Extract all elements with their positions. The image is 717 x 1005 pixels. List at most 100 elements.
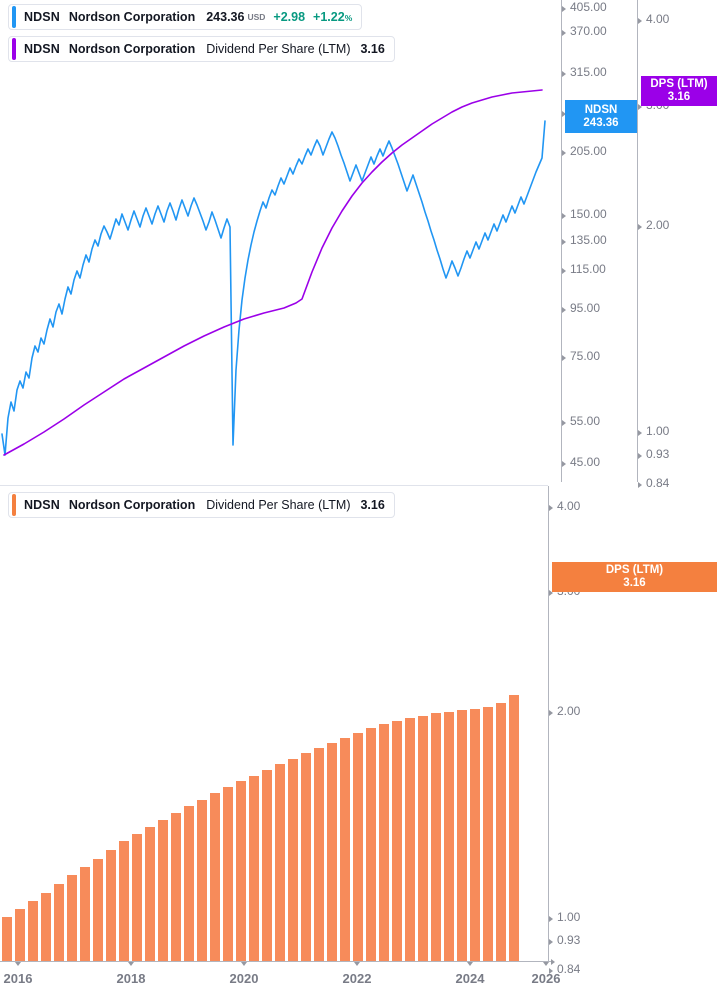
tick-mark-icon bbox=[467, 962, 473, 966]
tick-mark-icon bbox=[562, 307, 566, 313]
dividend-pane-legend-value: 3.16 bbox=[360, 498, 385, 512]
dividend-overlay-axis[interactable]: 4.00 3.00 2.00 1.00 0.93 0.84 bbox=[637, 0, 717, 490]
dividend-overlay-axis-tick-label: 4.00 bbox=[646, 12, 670, 26]
bar bbox=[418, 716, 428, 961]
bar bbox=[353, 733, 363, 961]
tick-mark-icon bbox=[562, 150, 566, 156]
bar bbox=[262, 770, 272, 961]
tick-mark-icon bbox=[638, 430, 642, 436]
bar bbox=[223, 787, 233, 961]
dividend-overlay-legend-value: 3.16 bbox=[360, 42, 385, 56]
dividend-badge-value: 3.16 bbox=[623, 577, 646, 589]
dividend-overlay-legend-metric: Dividend Per Share (LTM) bbox=[206, 42, 351, 56]
price-plot-area[interactable] bbox=[0, 0, 548, 485]
bar bbox=[171, 813, 181, 961]
tick-mark-icon bbox=[128, 962, 134, 966]
bar bbox=[158, 820, 168, 961]
tick-mark-icon bbox=[562, 461, 566, 467]
price-chart-svg bbox=[1, 89, 546, 456]
dividend-axis-spine bbox=[548, 486, 549, 961]
dividend-overlay-legend-ticker: NDSN bbox=[24, 42, 60, 56]
time-axis-end-arrow-icon bbox=[551, 959, 555, 965]
dividend-overlay-axis-current-badge[interactable]: DPS (LTM) 3.16 bbox=[641, 76, 717, 106]
price-axis-tick-label: 150.00 bbox=[570, 207, 607, 221]
price-axis-tick-label: 315.00 bbox=[570, 65, 607, 79]
pane-divider[interactable] bbox=[0, 485, 548, 486]
price-axis-current-badge[interactable]: NDSN 243.36 bbox=[565, 100, 637, 133]
tick-mark-icon bbox=[638, 453, 642, 459]
dividend-axis[interactable]: 4.00 3.00 2.00 1.00 0.93 0.84 bbox=[548, 486, 628, 976]
tick-mark-icon bbox=[562, 268, 566, 274]
dividend-overlay-legend[interactable]: NDSN Nordson Corporation Dividend Per Sh… bbox=[8, 36, 395, 62]
bar bbox=[184, 806, 194, 961]
dividend-axis-tick-label: 0.84 bbox=[557, 962, 581, 976]
bar bbox=[301, 753, 311, 961]
bar bbox=[119, 841, 129, 961]
price-badge-value: 243.36 bbox=[583, 116, 619, 129]
bar bbox=[496, 703, 506, 961]
tick-mark-icon bbox=[562, 213, 566, 219]
bar bbox=[405, 718, 415, 961]
time-axis-tick-label: 2020 bbox=[229, 971, 259, 986]
price-axis-tick-label: 75.00 bbox=[570, 349, 601, 363]
bar bbox=[54, 884, 64, 961]
dividend-axis-tick-label: 2.00 bbox=[557, 704, 581, 718]
dividend-overlay-axis-tick-label: 0.93 bbox=[646, 447, 670, 461]
time-axis-line bbox=[0, 961, 551, 962]
tick-mark-icon bbox=[638, 104, 642, 110]
price-legend-change-percent: +1.22% bbox=[313, 10, 353, 24]
dividend-axis-tick-label: 4.00 bbox=[557, 499, 581, 513]
price-line bbox=[1, 120, 546, 456]
price-axis-tick-label: 45.00 bbox=[570, 455, 601, 469]
price-legend-last-price: 243.36 bbox=[206, 10, 245, 24]
dividend-overlay-axis-tick-label: 0.84 bbox=[646, 476, 670, 490]
dividend-badge-label: DPS (LTM) bbox=[605, 564, 664, 577]
dividend-overlay-legend-color-swatch bbox=[12, 38, 16, 60]
bar bbox=[132, 834, 142, 961]
bar bbox=[275, 764, 285, 961]
time-axis-tick-label: 2024 bbox=[455, 971, 485, 986]
tick-mark-icon bbox=[562, 355, 566, 361]
tick-mark-icon bbox=[354, 962, 360, 966]
bar bbox=[145, 827, 155, 961]
bar bbox=[288, 759, 298, 961]
dividend-axis-tick-label: 0.93 bbox=[557, 933, 581, 947]
dividend-overlay-line bbox=[3, 89, 543, 456]
price-legend[interactable]: NDSN Nordson Corporation 243.36 USD +2.9… bbox=[8, 4, 363, 30]
bar bbox=[2, 917, 12, 961]
dividend-overlay-axis-spine bbox=[637, 0, 638, 482]
bar bbox=[41, 893, 51, 961]
tick-mark-icon bbox=[549, 916, 553, 922]
tick-mark-icon bbox=[543, 962, 549, 966]
dividend-overlay-legend-company: Nordson Corporation bbox=[68, 42, 196, 56]
dividend-plot-area[interactable] bbox=[0, 486, 548, 961]
tick-mark-icon bbox=[638, 18, 642, 24]
bar bbox=[470, 709, 480, 961]
tick-mark-icon bbox=[549, 590, 553, 596]
price-badge-ticker: NDSN bbox=[584, 103, 618, 116]
bar bbox=[431, 713, 441, 961]
price-axis-tick-label: 370.00 bbox=[570, 24, 607, 38]
tick-mark-icon bbox=[562, 239, 566, 245]
bar bbox=[340, 738, 350, 961]
dividend-pane-legend-color-swatch bbox=[12, 494, 16, 516]
dividend-overlay-badge-value: 3.16 bbox=[667, 91, 691, 103]
price-axis[interactable]: 405.00 370.00 315.00 260.00 205.00 150.0… bbox=[561, 0, 623, 485]
price-legend-color-swatch bbox=[12, 6, 16, 28]
price-axis-tick-label: 205.00 bbox=[570, 144, 607, 158]
price-axis-tick-label: 115.00 bbox=[570, 262, 606, 276]
time-axis-tick-label: 2016 bbox=[3, 971, 33, 986]
time-axis[interactable]: 2016 2018 2020 2022 2024 2026 bbox=[0, 959, 560, 1005]
bar bbox=[327, 743, 337, 961]
price-axis-tick-label: 135.00 bbox=[570, 233, 607, 247]
tick-mark-icon bbox=[562, 420, 566, 426]
price-legend-ticker: NDSN bbox=[24, 10, 60, 24]
bar bbox=[197, 800, 207, 961]
dividend-axis-current-badge[interactable]: DPS (LTM) 3.16 bbox=[552, 562, 717, 592]
dividend-pane-legend[interactable]: NDSN Nordson Corporation Dividend Per Sh… bbox=[8, 492, 395, 518]
bar bbox=[93, 859, 103, 961]
tick-mark-icon bbox=[562, 6, 566, 12]
percent-symbol: % bbox=[344, 13, 353, 23]
dividend-overlay-axis-tick-label: 2.00 bbox=[646, 218, 670, 232]
bar bbox=[457, 710, 467, 961]
